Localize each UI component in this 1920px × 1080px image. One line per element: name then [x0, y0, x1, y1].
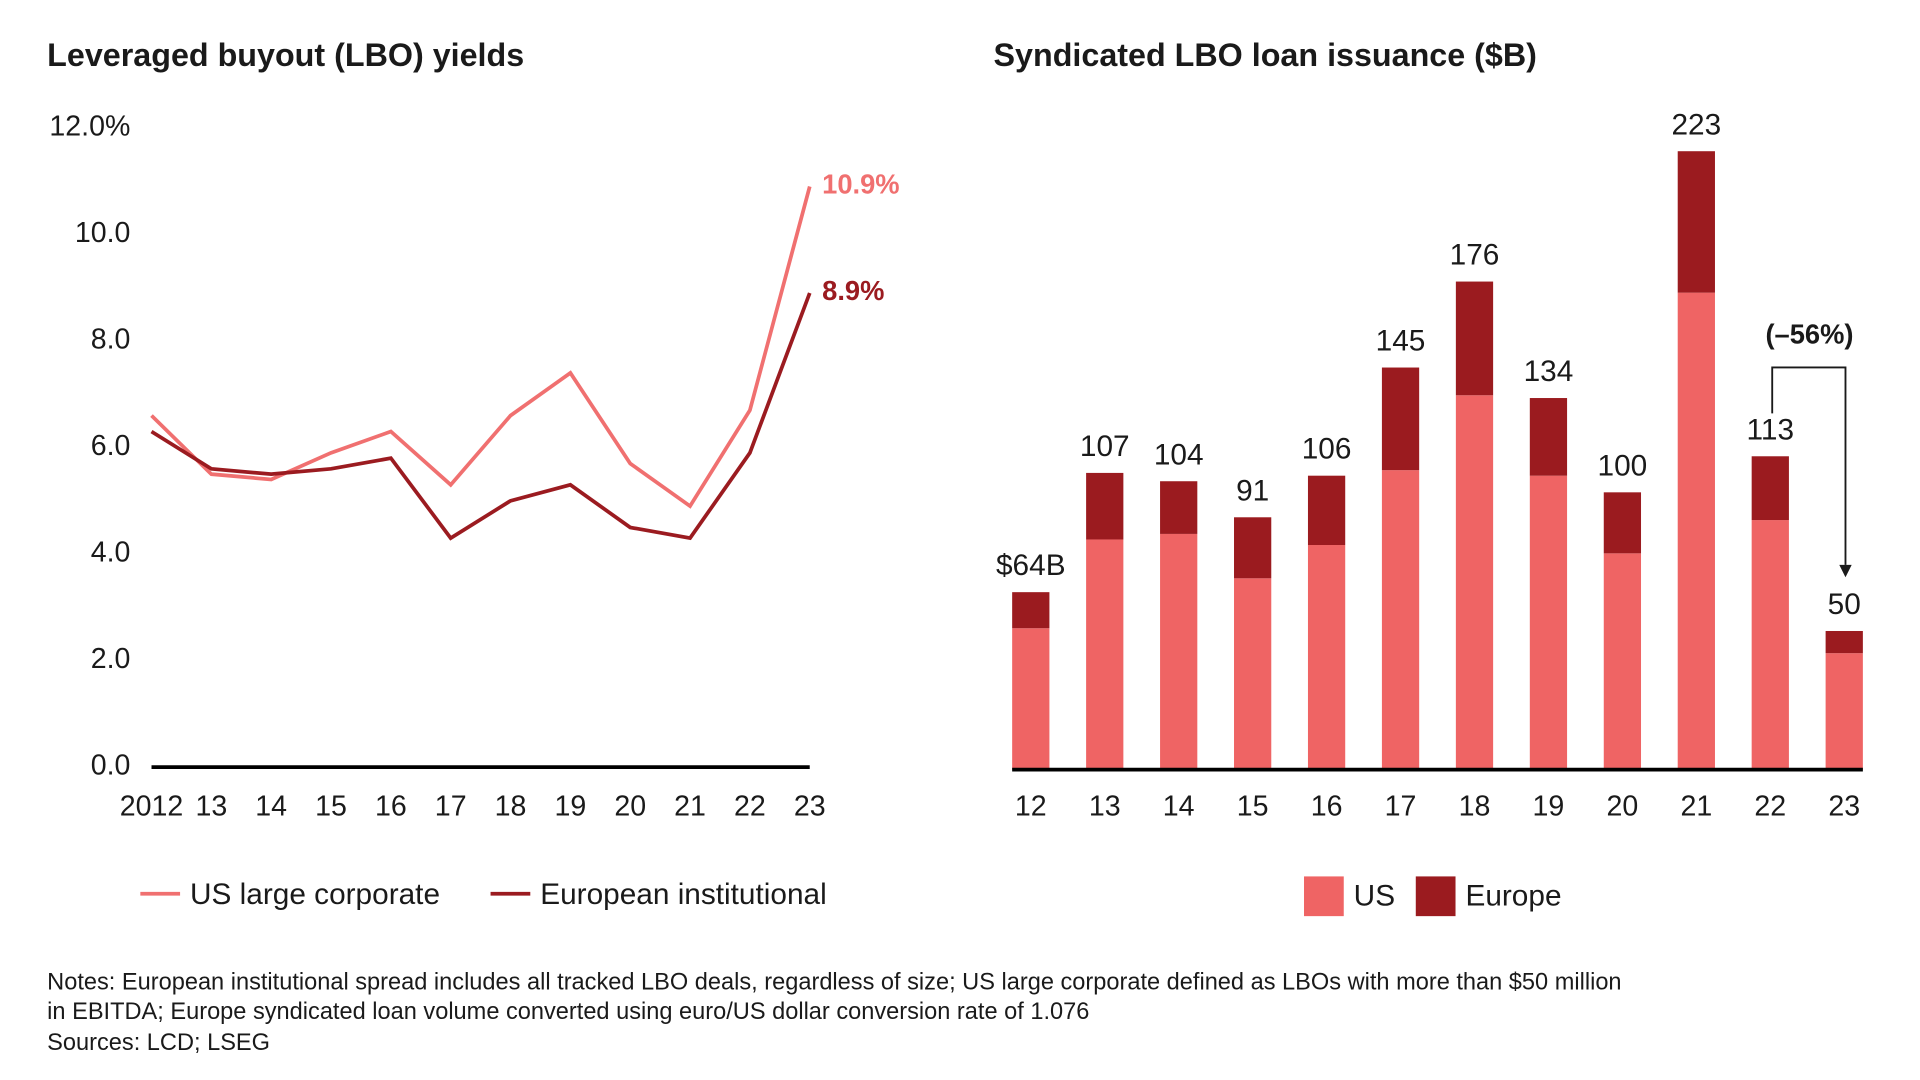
- bar-segment: [1307, 545, 1346, 770]
- legend-swatch: [1415, 876, 1456, 917]
- legend-label: US: [1354, 879, 1395, 912]
- bar-segment: [1751, 520, 1789, 770]
- total-label: 104: [1154, 438, 1204, 471]
- x-tick-label: 15: [1237, 791, 1269, 823]
- chart-title: Leveraged buyout (LBO) yields: [47, 37, 524, 73]
- x-tick-label: 20: [1607, 791, 1639, 823]
- bar-segment: [1677, 292, 1715, 770]
- bar-segment: [1529, 398, 1568, 476]
- x-tick-label: 16: [375, 791, 407, 823]
- bar-segment: [1603, 553, 1642, 770]
- bar-segment: [1012, 628, 1050, 770]
- x-tick-label: 13: [195, 791, 227, 823]
- x-tick-label: 22: [734, 791, 766, 823]
- annotation: (–56%): [1765, 319, 1853, 350]
- bar-segment: [1086, 539, 1124, 770]
- x-tick-label: 13: [1089, 791, 1121, 823]
- total-label: 91: [1236, 474, 1269, 507]
- x-tick-label: 12: [1015, 791, 1047, 823]
- x-tick-label: 2012: [120, 791, 184, 823]
- y-tick-label: 2.0: [91, 643, 131, 675]
- bar-segment: [1751, 456, 1789, 521]
- x-tick-label: 16: [1311, 791, 1343, 823]
- y-tick-label: 8.0: [91, 324, 131, 356]
- x-tick-label: 14: [255, 791, 287, 823]
- bar-segment: [1012, 592, 1050, 629]
- x-tick-label: 18: [495, 791, 527, 823]
- note: Sources: LCD; LSEG: [47, 1029, 270, 1055]
- arrow-head: [1839, 564, 1852, 578]
- bar-segment: [1455, 395, 1494, 770]
- x-tick-label: 19: [554, 791, 586, 823]
- bar-segment: [1381, 470, 1420, 770]
- bar-segment: [1677, 151, 1715, 293]
- total-label: 106: [1302, 433, 1352, 466]
- x-tick-label: 17: [435, 791, 467, 823]
- legend-swatch: [1304, 876, 1344, 917]
- x-tick-label: 18: [1459, 791, 1491, 823]
- total-label: $64B: [996, 549, 1066, 582]
- bar-segment: [1307, 475, 1346, 546]
- x-tick-label: 23: [794, 791, 826, 823]
- bar-segment: [1529, 475, 1568, 770]
- x-tick-label: 21: [674, 791, 706, 823]
- y-tick-label: 12.0%: [49, 110, 130, 142]
- legend-label: US large corporate: [190, 878, 440, 911]
- annotation-arrow: [1771, 366, 1847, 565]
- legend-label: Europe: [1465, 879, 1561, 912]
- x-tick-label: 20: [614, 791, 646, 823]
- x-tick-label: 14: [1163, 791, 1195, 823]
- bar-segment: [1160, 481, 1198, 534]
- total-label: 145: [1376, 325, 1426, 358]
- chart-title: Syndicated LBO loan issuance ($B): [994, 37, 1537, 73]
- bar-segment: [1234, 517, 1272, 579]
- bar-segment: [1603, 492, 1642, 554]
- line-series: [150, 185, 812, 509]
- bar-segment: [1825, 653, 1863, 770]
- note: Notes: European institutional spread inc…: [47, 968, 1621, 994]
- x-tick-label: 19: [1533, 791, 1565, 823]
- total-label: 134: [1524, 355, 1574, 388]
- bar-segment: [1825, 630, 1863, 654]
- x-tick-label: 22: [1754, 791, 1786, 823]
- y-tick-label: 4.0: [91, 537, 131, 569]
- x-tick-label: 21: [1680, 791, 1712, 823]
- bar-segment: [1086, 472, 1124, 540]
- x-tick-label: 15: [315, 791, 347, 823]
- y-tick-label: 6.0: [91, 430, 131, 462]
- bar-segment: [1455, 281, 1494, 396]
- data-label: 8.9%: [822, 275, 884, 306]
- note: in EBITDA; Europe syndicated loan volume…: [47, 998, 1089, 1024]
- x-tick-label: 17: [1385, 791, 1417, 823]
- x-tick-label: 23: [1828, 791, 1860, 823]
- total-label: 223: [1671, 108, 1721, 141]
- data-label: 10.9%: [822, 169, 899, 200]
- total-label: 50: [1828, 588, 1861, 621]
- line-series: [150, 292, 812, 541]
- total-label: 113: [1747, 413, 1794, 446]
- bar-segment: [1381, 367, 1420, 471]
- bar-segment: [1234, 578, 1272, 770]
- y-tick-label: 0.0: [91, 750, 131, 782]
- y-tick-label: 10.0: [75, 217, 131, 249]
- total-label: 100: [1598, 449, 1648, 482]
- total-label: 107: [1080, 430, 1130, 463]
- bar-segment: [1160, 533, 1198, 770]
- legend-label: European institutional: [540, 878, 826, 911]
- total-label: 176: [1450, 239, 1500, 272]
